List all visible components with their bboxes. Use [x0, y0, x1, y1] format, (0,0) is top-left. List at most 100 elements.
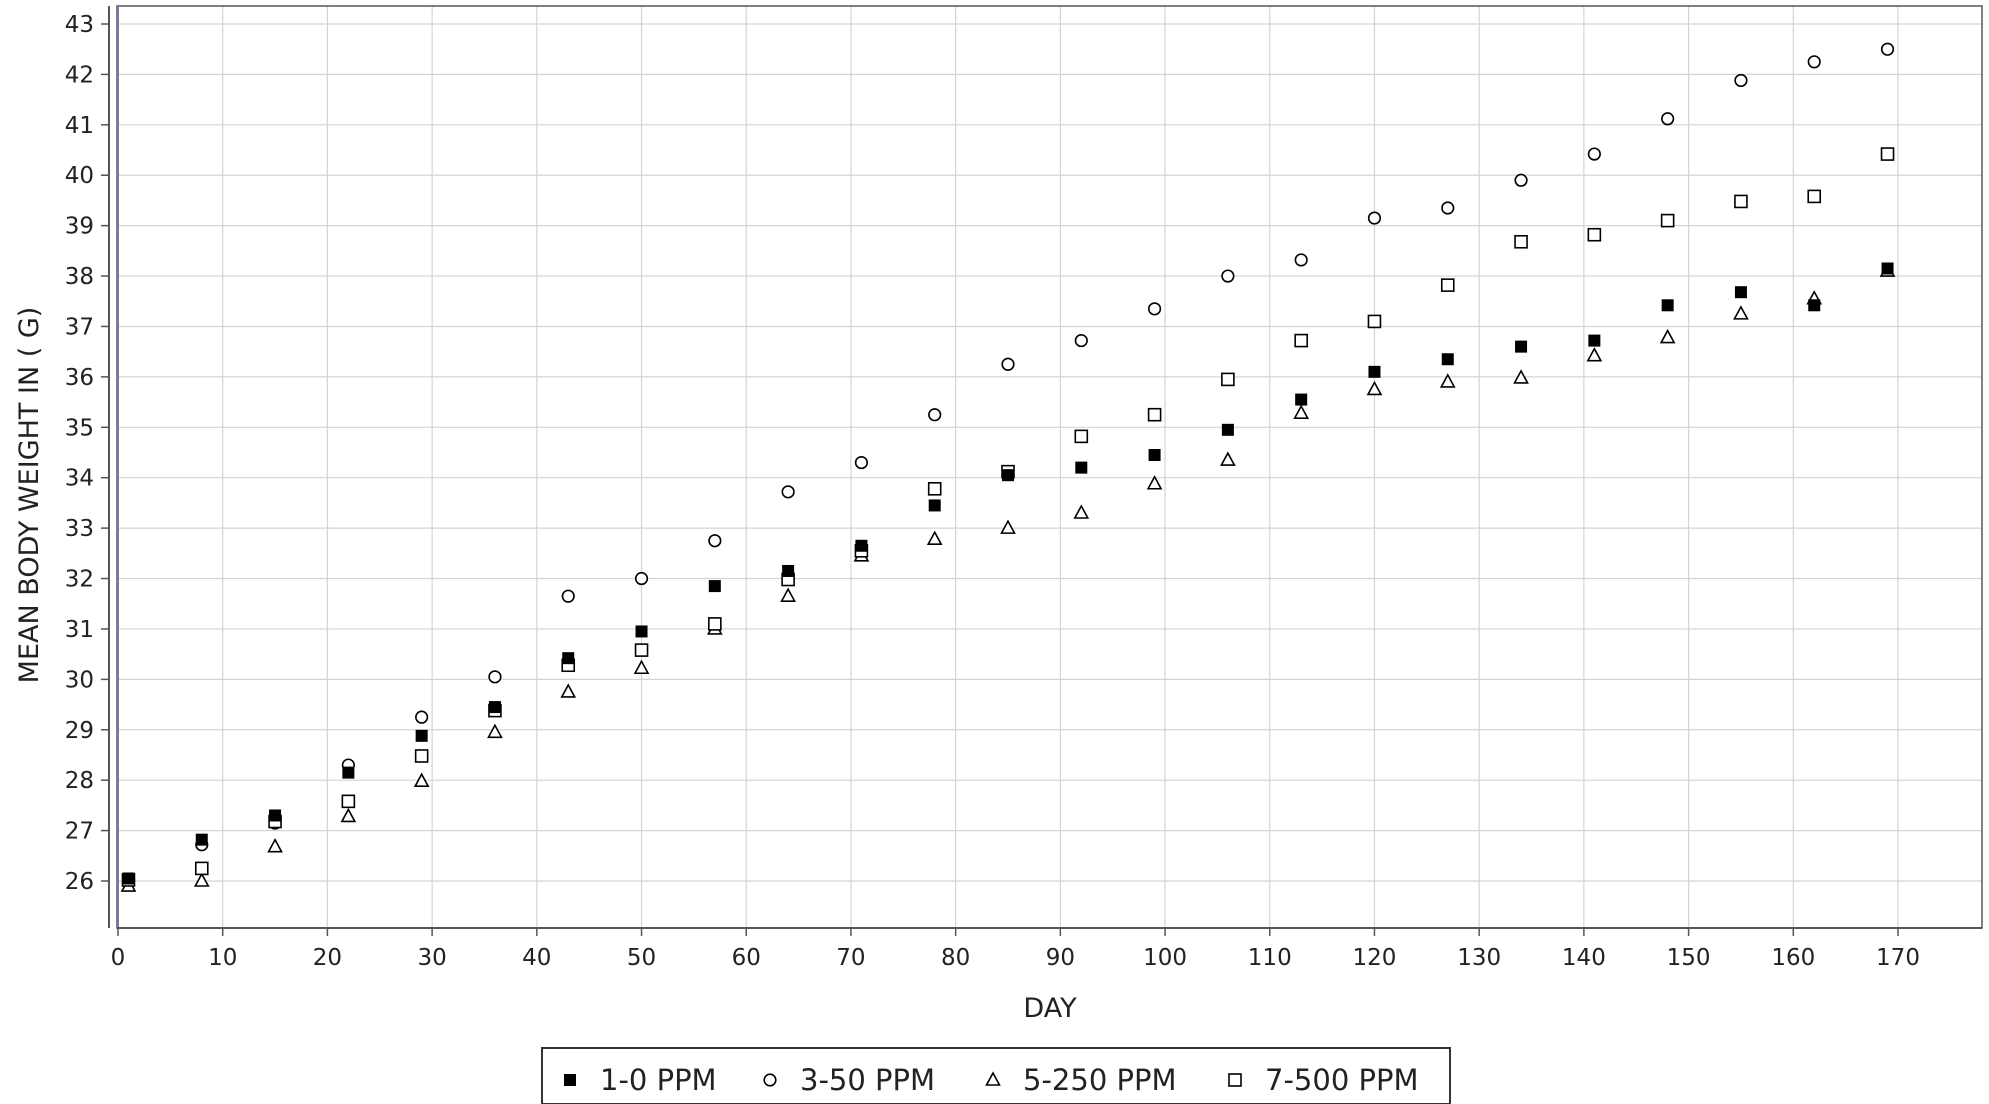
data-point-open-circle [781, 485, 795, 499]
data-point-open-circle [1221, 269, 1235, 283]
x-axis-ticks: 0 10 20 30 40 50 60 70 80 90 100 110 120 130 140 150 160… [111, 928, 1920, 971]
data-point-open-circle [928, 408, 942, 422]
x-tick-label: 90 [1046, 945, 1075, 971]
x-tick-label: 70 [836, 945, 865, 971]
legend-marker-open-triangle [985, 1071, 1001, 1086]
data-point-open-triangle [926, 530, 943, 546]
data-point-open-triangle [1073, 504, 1090, 519]
data-point-open-triangle [1000, 519, 1016, 534]
x-tick-label: 140 [1562, 945, 1606, 971]
x-tick-label: 60 [732, 945, 761, 971]
x-tick-label: 50 [627, 945, 656, 971]
data-point-open-circle [1661, 112, 1675, 126]
y-tick-label: 31 [65, 617, 94, 643]
data-point-open-square [1367, 314, 1382, 329]
data-point-filled-square [928, 499, 941, 512]
data-point-filled-square [269, 809, 282, 822]
data-point-filled-square [562, 652, 575, 665]
x-tick-label: 170 [1876, 945, 1920, 971]
data-point-open-circle [1807, 55, 1821, 69]
data-point-open-circle [634, 571, 649, 586]
x-tick-label: 20 [313, 945, 342, 971]
data-point-filled-square [415, 729, 428, 742]
data-point-open-circle [1147, 302, 1162, 316]
data-point-open-circle [1367, 211, 1382, 225]
data-point-open-circle [1074, 333, 1088, 348]
data-point-filled-square [1148, 449, 1161, 462]
y-axis-title: MEAN BODY WEIGHT IN ( G) [14, 307, 45, 684]
data-points [120, 42, 1896, 892]
data-point-open-circle [561, 589, 575, 603]
legend-marker-open-circle [763, 1073, 777, 1087]
data-point-open-triangle [1293, 404, 1310, 419]
data-point-open-triangle [780, 587, 796, 602]
grid-lines [117, 6, 1982, 928]
y-tick-label: 30 [65, 667, 94, 693]
x-tick-label: 110 [1248, 945, 1292, 971]
data-point-open-triangle [1366, 380, 1383, 396]
data-point-open-triangle [1439, 373, 1456, 388]
legend-marker-open-square [1228, 1073, 1242, 1087]
data-point-filled-square [1221, 423, 1234, 436]
data-point-open-triangle [1146, 475, 1163, 490]
data-point-filled-square [122, 872, 135, 885]
data-point-open-square [1514, 234, 1528, 249]
y-tick-label: 33 [65, 516, 94, 542]
legend-box [541, 1047, 1451, 1104]
x-tick-label: 40 [522, 945, 551, 971]
x-tick-label: 0 [111, 945, 126, 971]
x-tick-label: 80 [941, 945, 970, 971]
data-point-open-triangle [1586, 347, 1603, 362]
data-point-open-square [1074, 429, 1089, 444]
data-point-open-square [1440, 278, 1455, 292]
x-tick-label: 130 [1457, 945, 1501, 971]
y-tick-label: 29 [65, 718, 94, 744]
data-point-open-square [1147, 407, 1162, 422]
data-point-open-square [1734, 194, 1748, 209]
data-point-filled-square [1734, 286, 1747, 299]
data-point-open-square [341, 794, 356, 809]
x-tick-label: 30 [417, 945, 446, 971]
data-point-open-square [1294, 333, 1308, 348]
data-point-filled-square [708, 580, 721, 593]
data-point-open-square [927, 481, 942, 496]
data-point-filled-square [855, 539, 868, 552]
x-tick-label: 150 [1667, 945, 1711, 971]
data-point-open-circle [1734, 73, 1748, 88]
data-point-open-square [1660, 213, 1675, 228]
data-point-open-square [1807, 189, 1822, 204]
data-point-filled-square [1808, 299, 1821, 312]
data-point-open-triangle [413, 772, 430, 787]
data-point-filled-square [488, 701, 501, 714]
data-point-open-circle [1001, 357, 1015, 371]
legend-label: 5-250 PPM [1023, 1063, 1176, 1097]
y-tick-label: 43 [65, 12, 94, 38]
y-tick-label: 36 [65, 365, 94, 391]
data-point-filled-square [1002, 469, 1014, 482]
data-point-filled-square [342, 766, 355, 779]
data-point-filled-square [1661, 299, 1674, 312]
data-point-open-square [708, 617, 722, 631]
data-point-filled-square [1881, 262, 1894, 275]
y-axis-ticks: 26 27 28 29 30 31 32 33 34 35 36 37 38 39 40 41 42 43 [65, 12, 109, 895]
data-point-open-circle [1514, 173, 1528, 187]
data-point-open-triangle [1733, 305, 1749, 320]
x-tick-label: 120 [1353, 945, 1397, 971]
data-point-filled-square [1075, 461, 1088, 474]
y-tick-label: 42 [65, 62, 94, 88]
data-point-open-circle [488, 670, 502, 684]
data-point-open-triangle [340, 807, 357, 823]
y-tick-label: 40 [65, 163, 94, 189]
y-tick-label: 41 [65, 113, 94, 139]
data-point-filled-square [1368, 365, 1381, 378]
x-tick-label: 160 [1771, 945, 1815, 971]
y-tick-label: 38 [65, 264, 94, 290]
data-point-open-circle [1294, 253, 1308, 267]
y-tick-label: 34 [65, 466, 94, 492]
legend-label: 7-500 PPM [1265, 1063, 1418, 1097]
data-point-filled-square [635, 625, 648, 638]
y-tick-label: 26 [65, 869, 94, 895]
data-point-open-square [414, 749, 429, 763]
